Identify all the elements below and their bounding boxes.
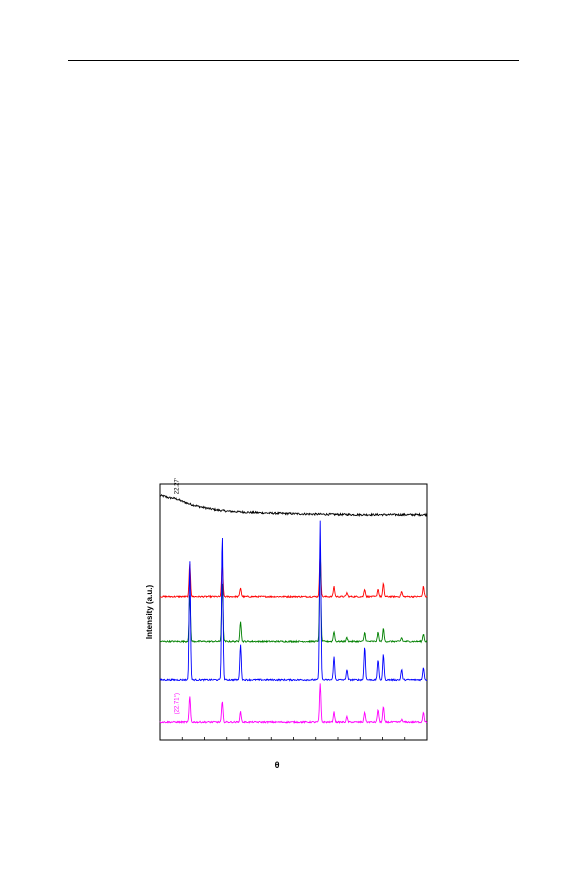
series-line-2 [159, 556, 428, 644]
annotations-group: 22.27° (22.71°) [174, 476, 180, 714]
series-line-1 [159, 553, 428, 599]
peak-annotation-0: 22.27° [174, 478, 180, 494]
y-axis-label: Intensity (a.u.) [145, 585, 154, 640]
page-header-rule [68, 60, 519, 61]
peak-annotation-1: (22.71°) [174, 693, 180, 714]
series-line-4 [159, 683, 428, 725]
x-axis-label: θ [275, 760, 280, 770]
plot-frame [159, 483, 428, 741]
series-line-3 [159, 520, 428, 682]
xrd-chart-figure: 22.27° (22.71°) Intensity (a.u.) θ [135, 476, 435, 778]
series-line-0 [159, 494, 428, 517]
x-axis-ticks [159, 737, 428, 740]
xrd-chart: 22.27° (22.71°) Intensity (a.u.) θ [145, 476, 428, 770]
series-group [159, 494, 428, 725]
